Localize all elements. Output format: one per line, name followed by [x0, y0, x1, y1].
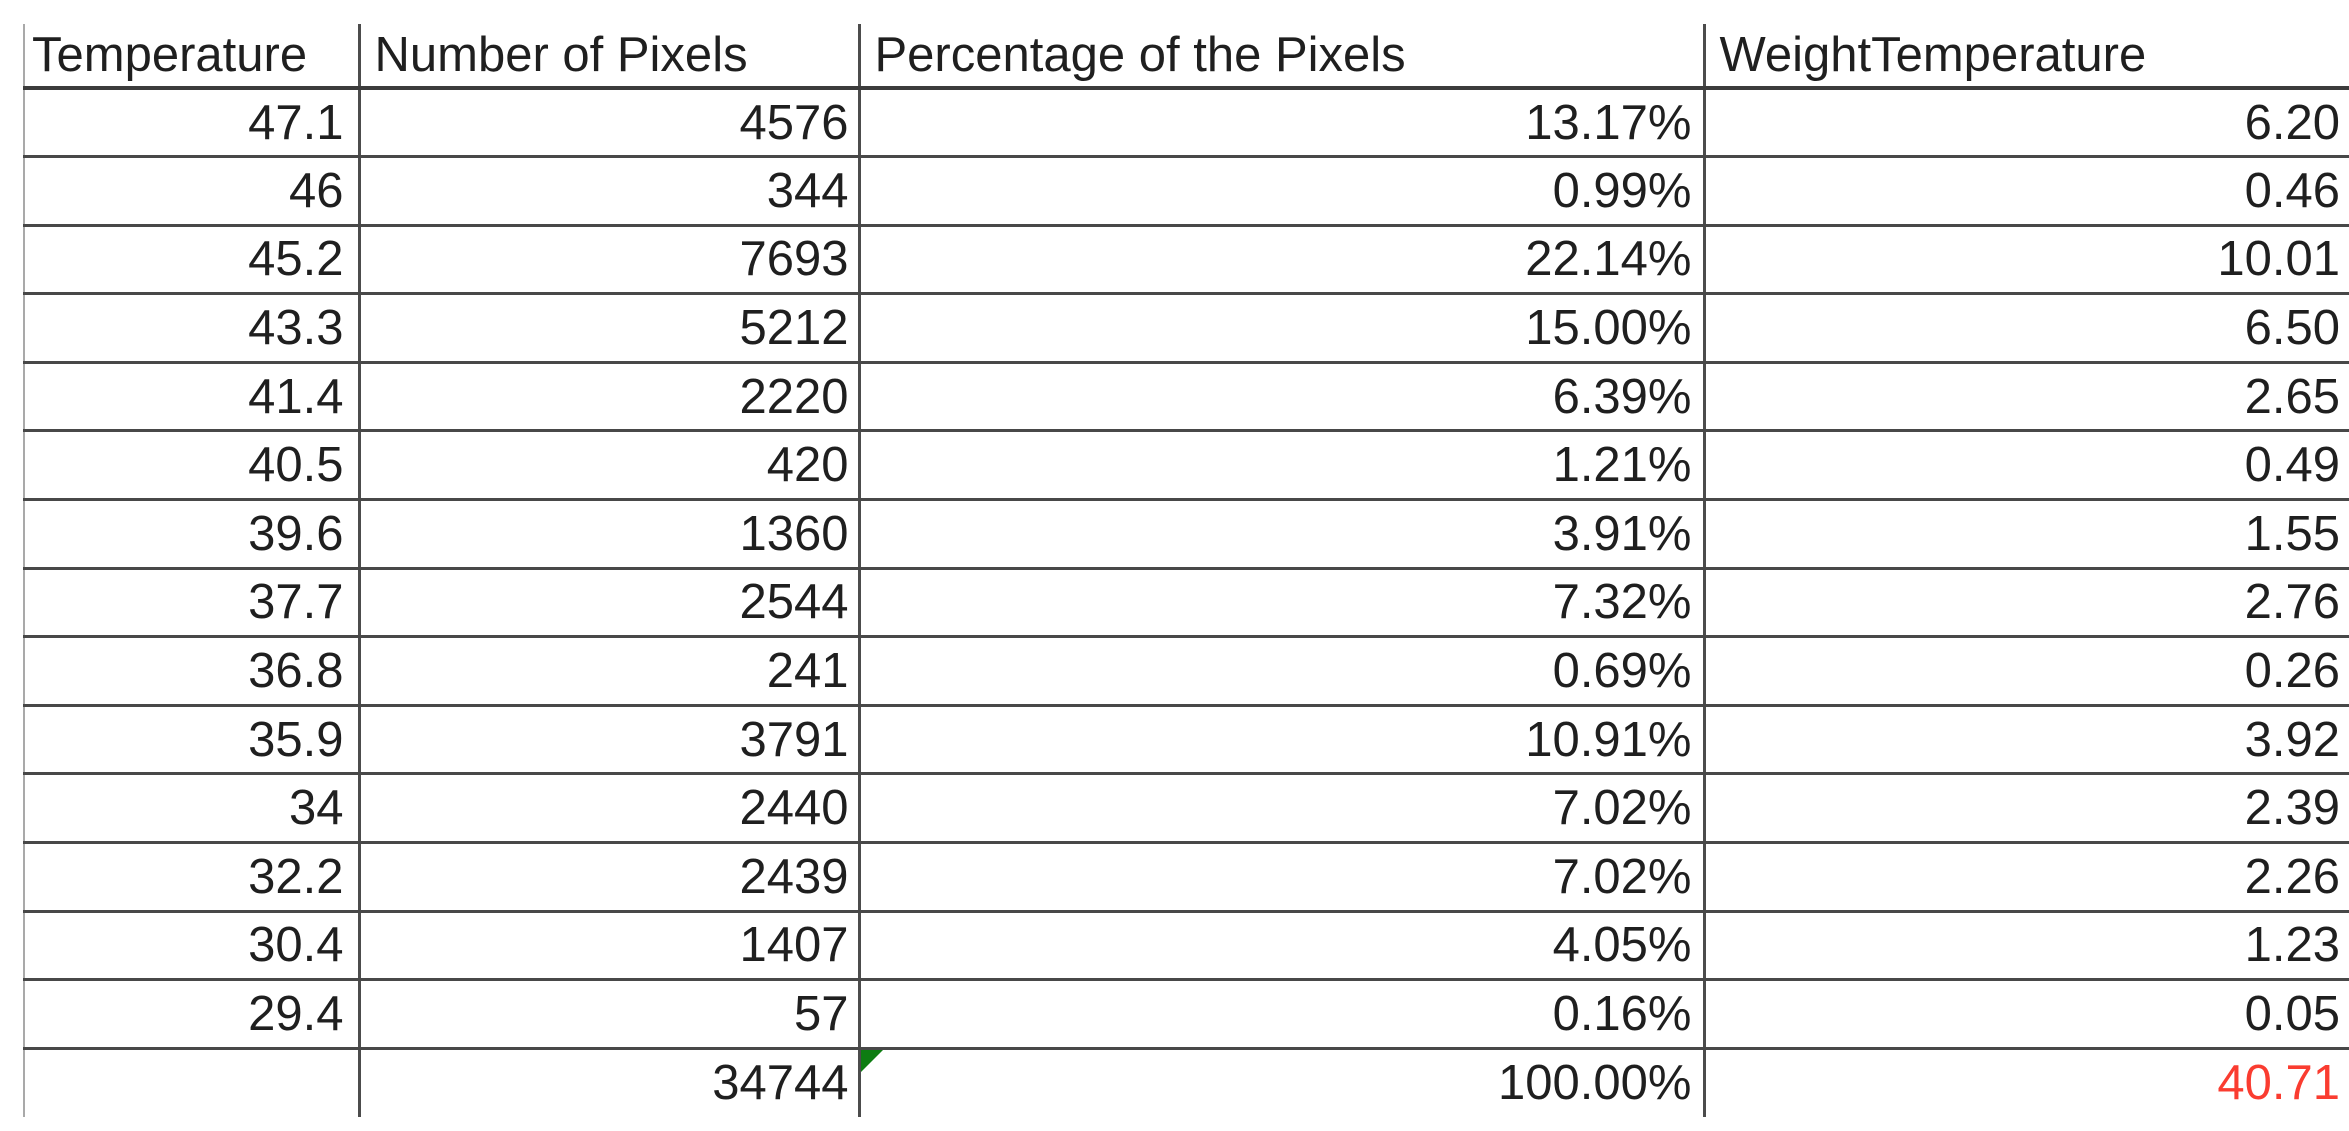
cell-number-of-pixels[interactable]: 344 — [359, 156, 861, 227]
cell-percentage[interactable]: 15.00% — [859, 293, 1706, 364]
cell-weight-temperature[interactable]: 1.23 — [1704, 911, 2349, 982]
cell-percentage[interactable]: 13.17% — [859, 88, 1706, 159]
cell-temperature[interactable]: 41.4 — [24, 362, 361, 433]
cell-weight-temperature[interactable]: 0.05 — [1704, 979, 2349, 1050]
cell-percentage[interactable]: 22.14% — [859, 225, 1706, 296]
cell-temperature[interactable]: 46 — [24, 156, 361, 227]
table-row: 32.2 2439 7.02% 2.26 — [24, 842, 2349, 913]
cell-total-weight[interactable]: 40.71 — [2217, 1056, 2340, 1111]
header-row: Temperature Number of Pixels Percentage … — [24, 24, 2349, 90]
error-indicator-icon — [860, 1049, 883, 1072]
cell-weight-temperature[interactable]: 10.01 — [1704, 225, 2349, 296]
cell-number-of-pixels[interactable]: 2440 — [359, 773, 861, 845]
cell-number-of-pixels[interactable]: 2439 — [359, 842, 861, 913]
cell-number-of-pixels[interactable]: 1407 — [359, 911, 861, 982]
table-row: 46 344 0.99% 0.46 — [24, 156, 2349, 227]
cell-weight-temperature[interactable]: 6.20 — [1704, 88, 2349, 159]
cell-weight-temperature[interactable]: 0.26 — [1704, 636, 2349, 707]
cell-number-of-pixels[interactable]: 1360 — [359, 499, 861, 570]
temperature-pixel-table: Temperature Number of Pixels Percentage … — [23, 24, 2349, 1117]
cell-temperature[interactable]: 32.2 — [24, 842, 361, 913]
cell-weight-temperature[interactable]: 2.65 — [1704, 362, 2349, 433]
cell-total-pixels[interactable]: 34744 — [359, 1048, 861, 1117]
spreadsheet-table: Temperature Number of Pixels Percentage … — [23, 24, 2349, 1117]
cell-percentage[interactable]: 3.91% — [859, 499, 1706, 570]
table-row: 35.9 3791 10.91% 3.92 — [24, 705, 2349, 776]
cell-weight-temperature[interactable]: 2.26 — [1704, 842, 2349, 913]
total-percentage-value: 100.00% — [1498, 1056, 1692, 1111]
cell-percentage[interactable]: 0.99% — [859, 156, 1706, 227]
cell-number-of-pixels[interactable]: 3791 — [359, 705, 861, 776]
cell-temperature[interactable]: 30.4 — [24, 911, 361, 982]
cell-temperature[interactable]: 35.9 — [24, 705, 361, 776]
cell-number-of-pixels[interactable]: 2544 — [359, 568, 861, 639]
cell-total-temperature-empty[interactable] — [24, 1048, 361, 1117]
cell-weight-temperature[interactable]: 2.76 — [1704, 568, 2349, 639]
cell-temperature[interactable]: 47.1 — [24, 88, 361, 159]
cell-number-of-pixels[interactable]: 7693 — [359, 225, 861, 296]
cell-number-of-pixels[interactable]: 57 — [359, 979, 861, 1050]
cell-weight-temperature[interactable]: 0.46 — [1704, 156, 2349, 227]
cell-number-of-pixels[interactable]: 5212 — [359, 293, 861, 364]
cell-percentage[interactable]: 7.32% — [859, 568, 1706, 639]
header-temperature[interactable]: Temperature — [24, 24, 361, 90]
table-row: 30.4 1407 4.05% 1.23 — [24, 911, 2349, 982]
cell-percentage[interactable]: 7.02% — [859, 842, 1706, 913]
cell-percentage[interactable]: 0.16% — [859, 979, 1706, 1050]
cell-temperature[interactable]: 45.2 — [24, 225, 361, 296]
cell-temperature[interactable]: 39.6 — [24, 499, 361, 570]
cell-temperature[interactable]: 43.3 — [24, 293, 361, 364]
header-number-of-pixels[interactable]: Number of Pixels — [359, 24, 861, 90]
cell-temperature[interactable]: 40.5 — [24, 430, 361, 502]
cell-number-of-pixels[interactable]: 420 — [359, 430, 861, 502]
cell-percentage[interactable]: 10.91% — [859, 705, 1706, 776]
table-row: 41.4 2220 6.39% 2.65 — [24, 362, 2349, 433]
total-row: 34744 100.00% 40.71 — [24, 1048, 2349, 1117]
table-row: 43.3 5212 15.00% 6.50 — [24, 293, 2349, 364]
cell-percentage[interactable]: 7.02% — [859, 773, 1706, 845]
header-percentage-of-pixels[interactable]: Percentage of the Pixels — [859, 24, 1706, 90]
table-row: 36.8 241 0.69% 0.26 — [24, 636, 2349, 707]
table-row: 39.6 1360 3.91% 1.55 — [24, 499, 2349, 570]
cell-percentage[interactable]: 4.05% — [859, 911, 1706, 982]
cell-weight-temperature[interactable]: 1.55 — [1704, 499, 2349, 570]
table-row: 40.5 420 1.21% 0.49 — [24, 430, 2349, 502]
cell-number-of-pixels[interactable]: 241 — [359, 636, 861, 707]
cell-weight-temperature[interactable]: 3.92 — [1704, 705, 2349, 776]
cell-total-percentage[interactable]: 100.00% — [859, 1048, 1706, 1117]
table-row: 37.7 2544 7.32% 2.76 — [24, 568, 2349, 639]
header-weight-temperature[interactable]: WeightTemperature — [1704, 24, 2349, 90]
table-row: 34 2440 7.02% 2.39 — [24, 773, 2349, 845]
cell-weight-temperature[interactable]: 6.50 — [1704, 293, 2349, 364]
cell-temperature[interactable]: 37.7 — [24, 568, 361, 639]
table-row: 47.1 4576 13.17% 6.20 — [24, 88, 2349, 159]
cell-weight-temperature[interactable]: 0.49 — [1704, 430, 2349, 502]
table-row: 29.4 57 0.16% 0.05 — [24, 979, 2349, 1050]
cell-percentage[interactable]: 6.39% — [859, 362, 1706, 433]
cell-number-of-pixels[interactable]: 4576 — [359, 88, 861, 159]
cell-weight-temperature[interactable]: 2.39 — [1704, 773, 2349, 845]
cell-temperature[interactable]: 29.4 — [24, 979, 361, 1050]
cell-temperature[interactable]: 34 — [24, 773, 361, 845]
cell-temperature[interactable]: 36.8 — [24, 636, 361, 707]
cell-percentage[interactable]: 0.69% — [859, 636, 1706, 707]
table-row: 45.2 7693 22.14% 10.01 — [24, 225, 2349, 296]
cell-percentage[interactable]: 1.21% — [859, 430, 1706, 502]
cell-number-of-pixels[interactable]: 2220 — [359, 362, 861, 433]
